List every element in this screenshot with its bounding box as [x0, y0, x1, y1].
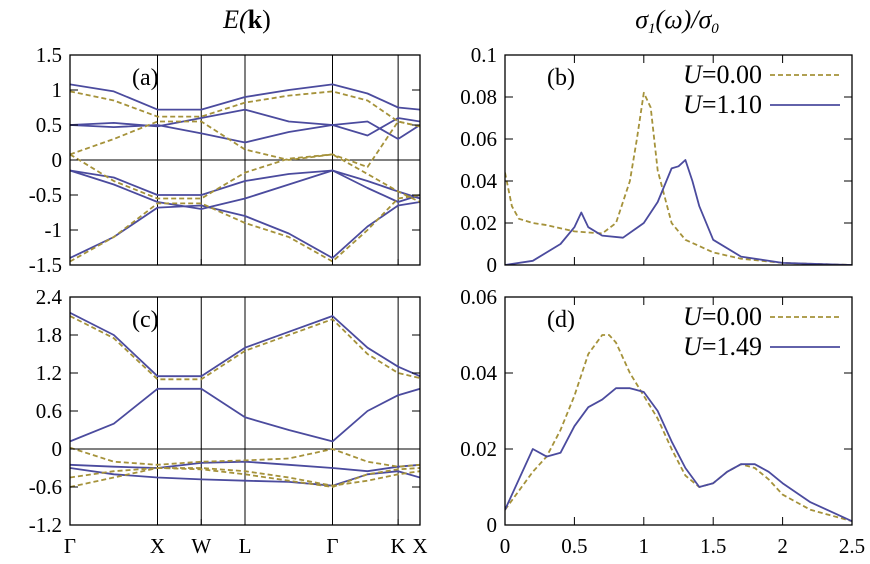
- panel-label: (a): [132, 65, 159, 91]
- band-line-u1: [70, 83, 420, 111]
- x-tick-label: 2.5: [839, 534, 865, 558]
- band-line-u0: [70, 90, 420, 128]
- panel-c-band-structure: 2.41.81.20.60-0.6-1.2Γ X W L Γ K X(c): [29, 285, 428, 558]
- y-tick-label: -0.6: [29, 475, 62, 499]
- x-tick-label: K: [391, 534, 406, 558]
- x-tick-label: X: [150, 534, 165, 558]
- y-tick-label: 1.5: [36, 43, 62, 67]
- band-line-u1: [70, 120, 420, 144]
- band-line-u0: [70, 120, 420, 203]
- x-tick-label: 2: [777, 534, 788, 558]
- y-tick-label: 0.6: [36, 399, 62, 423]
- series-group: [505, 91, 852, 265]
- y-tick-label: 0.5: [36, 113, 62, 137]
- series-group: [505, 334, 852, 523]
- legend-label: U=1.10: [683, 90, 762, 119]
- y-tick-label: 0.02: [460, 211, 497, 235]
- legend-value: =0.00: [702, 60, 762, 89]
- legend-label: U=1.49: [683, 332, 762, 361]
- legend-value: =0.00: [702, 302, 762, 331]
- legend-label: U=0.00: [683, 302, 762, 331]
- x-tick-label: 1.5: [700, 534, 726, 558]
- x-tick-label: Γ: [64, 534, 76, 558]
- legend-value: =1.10: [702, 90, 762, 119]
- band-line-u1: [70, 108, 420, 137]
- y-tick-label: -1.2: [29, 513, 62, 537]
- y-tick-label: 1.2: [36, 361, 62, 385]
- y-tick-label: 0.02: [460, 437, 497, 461]
- right-title-sigma: σ: [635, 5, 649, 34]
- band-line-u0: [70, 120, 420, 200]
- y-tick-label: 0.04: [460, 361, 497, 385]
- legend-value: =1.49: [702, 332, 762, 361]
- y-tick-label: 0.06: [460, 127, 497, 151]
- legend-var: U: [683, 302, 704, 331]
- y-tick-label: 0: [487, 513, 498, 537]
- panel-a-band-structure: 1.5 1 0.5 0 -0.5 -1 -1.5 (a): [29, 43, 421, 277]
- band-line-u0: [70, 467, 420, 488]
- right-title-sub1: 1: [648, 21, 656, 37]
- x-tick-label: X: [412, 534, 427, 558]
- y-tick-label: 1.8: [36, 323, 62, 347]
- plot-frame: [504, 54, 853, 266]
- band-line-u0: [70, 194, 420, 263]
- y-tick-label: 0.06: [460, 285, 497, 309]
- band-line-u1: [70, 311, 420, 378]
- x-tick-label: 0.5: [561, 534, 587, 558]
- left-title-k: k: [248, 5, 263, 34]
- right-title-sub0: 0: [711, 21, 719, 37]
- plot-frame: [504, 296, 853, 526]
- right-title-mid: (ω)/σ: [656, 5, 713, 34]
- panel-label: (b): [547, 65, 575, 91]
- x-tick-label: 1: [639, 534, 650, 558]
- series-group: [70, 83, 420, 263]
- series-u0: [505, 91, 852, 265]
- y-tick-label: 0.1: [471, 43, 497, 67]
- right-column-title: σ1(ω)/σ0: [635, 5, 719, 37]
- series-u1: [505, 159, 852, 265]
- band-line-u1: [70, 467, 420, 487]
- band-line-u0: [70, 315, 420, 381]
- y-tick-label: 0.04: [460, 169, 497, 193]
- x-tick-label: L: [239, 534, 252, 558]
- y-tick-label: 0: [52, 437, 63, 461]
- band-line-u1: [70, 460, 420, 473]
- legend-var: U: [683, 90, 704, 119]
- y-tick-label: 0: [52, 148, 63, 172]
- left-column-title: E(k): [222, 5, 271, 34]
- panel-d-conductivity: 0.06 0.04 0.02 00 0.5 1 1.5 2 2.5 (d) U=0.00U=1.49: [460, 285, 865, 558]
- x-tick-label: 0: [500, 534, 511, 558]
- panel-b-conductivity: 0.1 0.08 0.06 0.04 0.02 0 (b) U=0.00U=1.10: [460, 43, 853, 277]
- band-line-u0: [70, 446, 420, 468]
- x-tick-label: Γ: [326, 534, 338, 558]
- y-tick-label: 2.4: [36, 285, 63, 309]
- series-group: [70, 311, 420, 488]
- y-tick-label: 1: [52, 78, 63, 102]
- legend-var: U: [683, 60, 704, 89]
- panel-label: (d): [547, 307, 575, 333]
- panel-label: (c): [132, 307, 159, 333]
- y-tick-label: 0.08: [460, 85, 497, 109]
- y-tick-label: -1: [45, 218, 63, 242]
- left-title-close: ): [262, 5, 271, 34]
- band-line-u1: [70, 387, 420, 443]
- band-line-u1: [70, 201, 420, 259]
- legend-label: U=0.00: [683, 60, 762, 89]
- left-title-E: E(: [222, 5, 249, 34]
- y-tick-label: -1.5: [29, 253, 62, 277]
- series-u0: [505, 334, 852, 523]
- band-line-u1: [70, 169, 420, 200]
- series-u1: [505, 387, 852, 523]
- y-tick-label: -0.5: [29, 183, 62, 207]
- legend-var: U: [683, 332, 704, 361]
- y-tick-label: 0: [487, 253, 498, 277]
- band-line-u0: [70, 467, 420, 488]
- band-line-u1: [70, 169, 420, 210]
- x-tick-label: W: [191, 534, 211, 558]
